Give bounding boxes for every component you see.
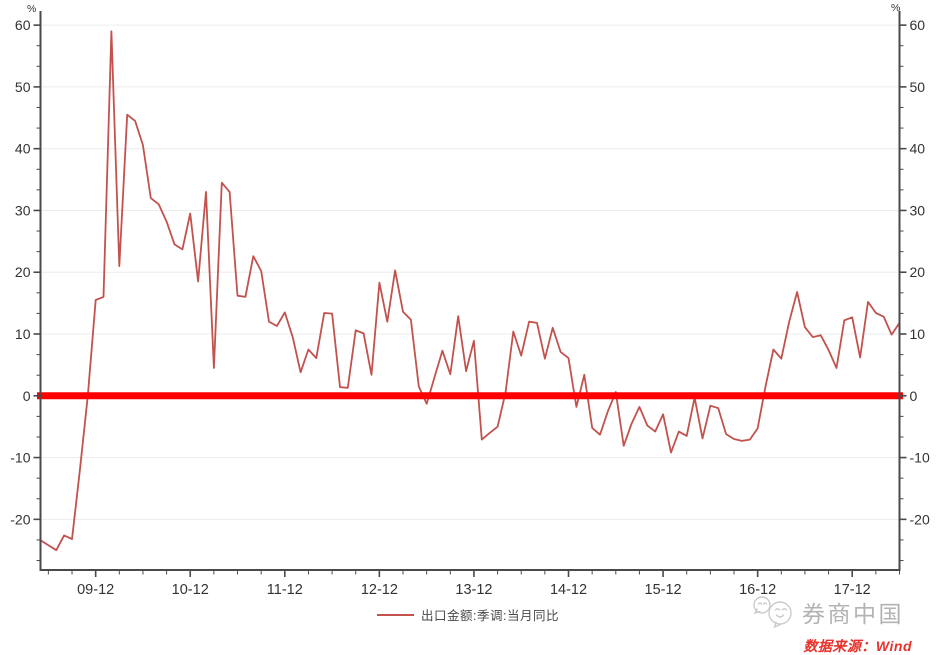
y-tick-label: 60 <box>15 17 31 33</box>
x-tick-label: 12-12 <box>361 582 398 598</box>
brand-watermark: 券商中国 <box>750 594 904 630</box>
x-tick-label: 16-12 <box>739 582 776 598</box>
y-tick-label: 40 <box>910 141 926 157</box>
brand-name: 券商中国 <box>802 601 904 627</box>
y-tick-label: 30 <box>910 202 926 218</box>
data-source-note: 数据来源：Wind <box>803 638 912 654</box>
legend: 出口金额:季调:当月同比 <box>0 605 936 624</box>
x-tick-label: 17-12 <box>834 582 871 598</box>
y-tick-label: -20 <box>910 511 930 527</box>
y-tick-label: 60 <box>910 17 926 33</box>
y-tick-label: -10 <box>10 450 30 466</box>
legend-marker-line <box>377 613 415 616</box>
chat-bubbles-icon <box>753 596 792 629</box>
x-tick-label: 11-12 <box>267 582 303 598</box>
y-tick-label: 50 <box>910 79 926 95</box>
x-tick-label: 13-12 <box>455 582 492 598</box>
y-tick-label: 40 <box>15 141 31 157</box>
x-tick-label: 10-12 <box>172 582 209 598</box>
y-tick-label: -20 <box>10 511 30 527</box>
legend-label: 出口金额:季调:当月同比 <box>421 609 559 623</box>
y-tick-label: 0 <box>910 388 918 404</box>
y-tick-label: 0 <box>23 388 31 404</box>
y-axis-unit-right: % <box>891 2 901 14</box>
series-line <box>39 30 901 552</box>
y-tick-label: 10 <box>15 326 31 342</box>
x-tick-label: 09-12 <box>77 582 114 598</box>
y-tick-label: 30 <box>15 202 31 218</box>
x-tick-label: 14-12 <box>550 582 587 598</box>
y-tick-label: 20 <box>15 264 31 280</box>
x-tick-label: 15-12 <box>645 582 682 598</box>
y-axis-unit-left: % <box>27 3 37 15</box>
y-tick-label: -10 <box>910 450 930 466</box>
y-tick-label: 50 <box>15 79 31 95</box>
y-tick-label: 10 <box>910 326 926 342</box>
y-tick-label: 20 <box>910 264 926 280</box>
